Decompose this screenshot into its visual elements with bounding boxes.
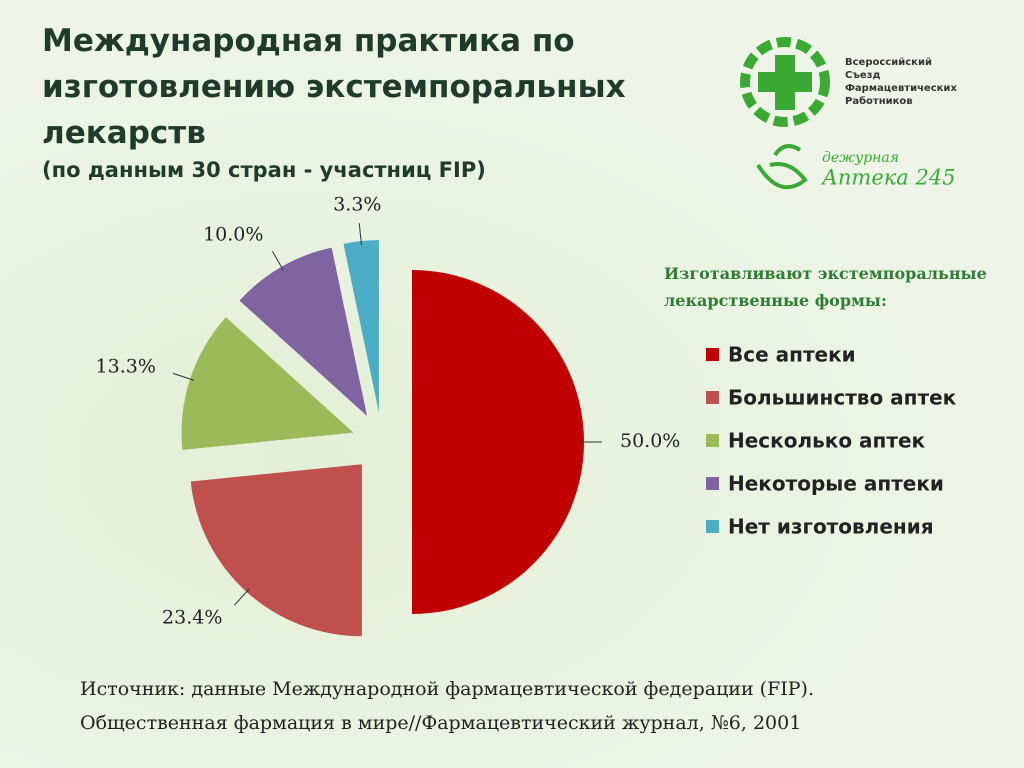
logo-text: Всероссийский bbox=[845, 57, 932, 68]
leader-line bbox=[172, 372, 195, 381]
logo-ring bbox=[740, 37, 830, 127]
legend-label: Несколько аптек bbox=[728, 429, 926, 453]
chart-title: Международная практика по изготовлению э… bbox=[42, 23, 626, 151]
pie-slice bbox=[412, 270, 584, 614]
logo-cross bbox=[758, 72, 812, 92]
logo-text: Аптека 245 bbox=[820, 166, 956, 190]
legend-label: Нет изготовления bbox=[728, 515, 934, 539]
legend-swatch bbox=[706, 520, 719, 533]
legend-title: Изготавливают экстемпоральные лекарствен… bbox=[664, 264, 987, 310]
pie-slice bbox=[190, 464, 362, 637]
legend-swatch bbox=[706, 434, 719, 447]
source: Источник: данные Международной фармацевт… bbox=[80, 672, 814, 740]
congress-logo: Всероссийский Съезд Фармацевтических Раб… bbox=[740, 37, 957, 127]
source-line: Общественная фармация в мире//Фармацевти… bbox=[80, 712, 802, 734]
logo-text: Съезд bbox=[845, 70, 881, 81]
logo-bowl bbox=[756, 144, 808, 190]
leader-line bbox=[358, 223, 363, 246]
chart-subtitle: (по данным 30 стран - участниц FIP) bbox=[42, 158, 486, 182]
logo-text: дежурная bbox=[822, 150, 899, 166]
legend-swatch bbox=[706, 477, 719, 490]
pie-slice bbox=[239, 247, 368, 416]
pie-slice bbox=[343, 240, 379, 413]
leader-line bbox=[234, 588, 250, 606]
data-label: 3.3% bbox=[333, 193, 381, 215]
pharmacy-logo: дежурная Аптека 245 bbox=[756, 144, 956, 190]
data-label: 50.0% bbox=[620, 430, 680, 452]
legend-swatch bbox=[706, 391, 719, 404]
source-line: Источник: данные Международной фармацевт… bbox=[80, 678, 815, 700]
pie-slice bbox=[181, 317, 354, 450]
data-label: 10.0% bbox=[203, 224, 263, 246]
logo-text: Фармацевтических bbox=[845, 83, 957, 94]
legend-swatch bbox=[706, 348, 719, 361]
data-label: 23.4% bbox=[162, 607, 222, 629]
legend-label: Все аптеки bbox=[728, 343, 856, 367]
legend-label: Некоторые аптеки bbox=[728, 472, 944, 496]
data-label: 13.3% bbox=[96, 356, 156, 378]
legend-label: Большинство аптек bbox=[728, 386, 957, 410]
leader-line bbox=[271, 250, 284, 271]
logo-text: Работников bbox=[845, 95, 913, 107]
